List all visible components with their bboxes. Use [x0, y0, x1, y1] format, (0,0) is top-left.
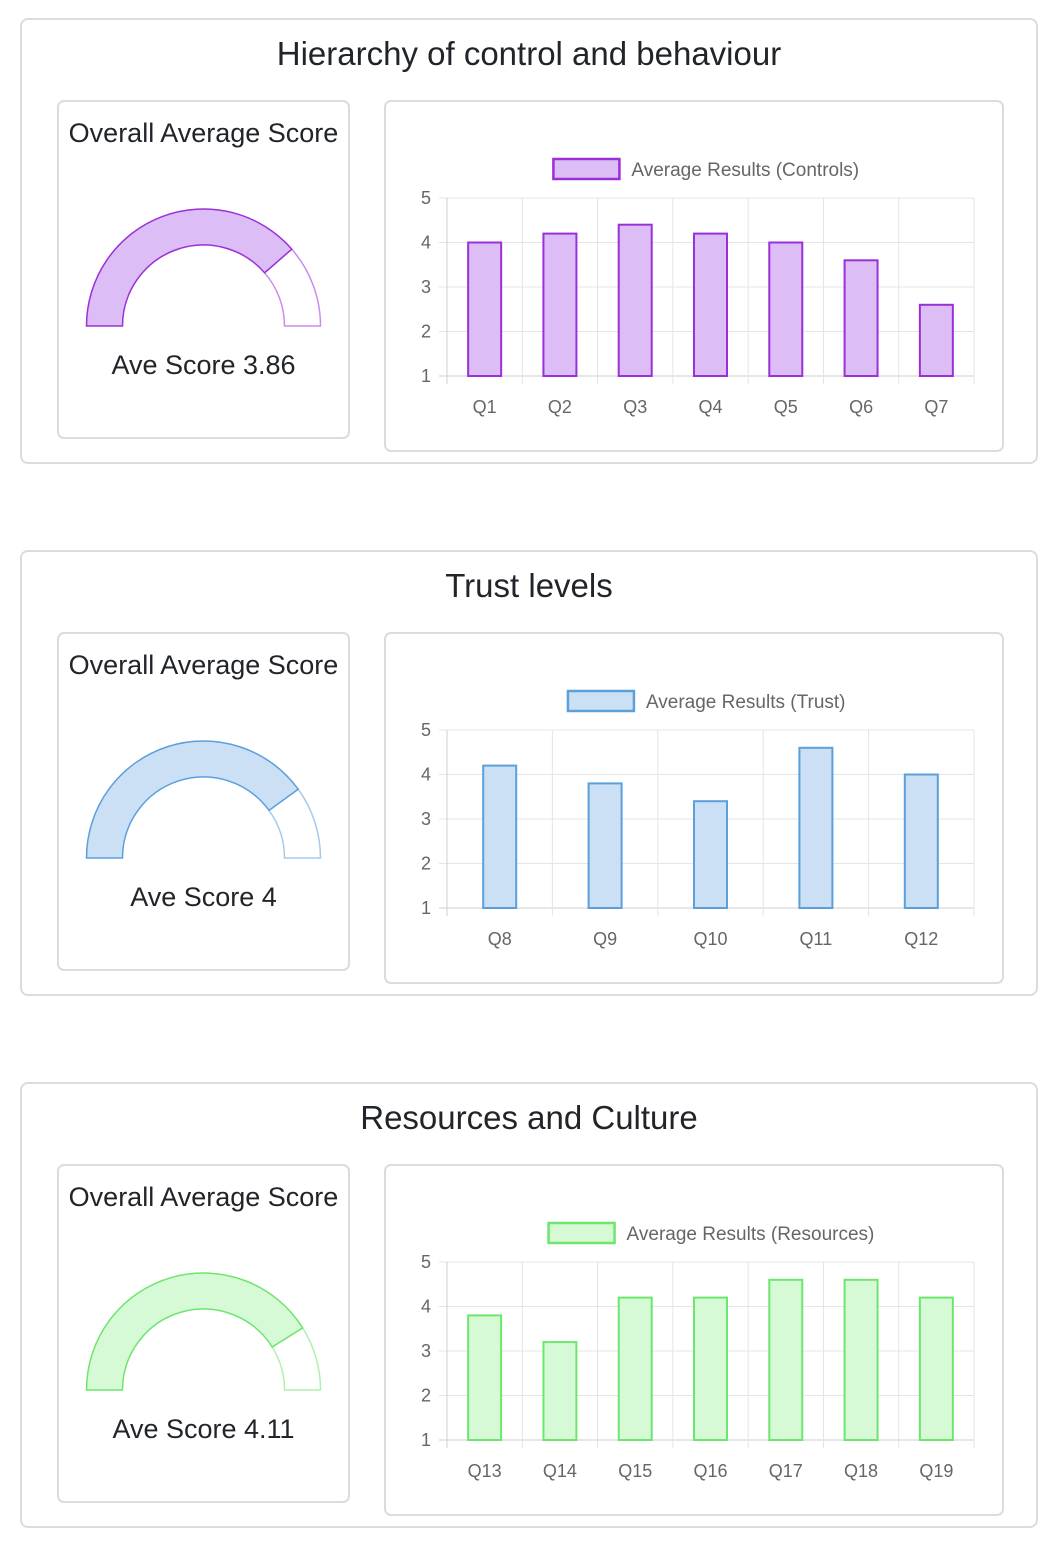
x-tick-label: Q9 — [593, 929, 617, 949]
legend-swatch — [547, 1221, 616, 1245]
x-tick-label: Q4 — [698, 397, 722, 417]
average-score-text: Ave Score 4.11 — [112, 1414, 295, 1444]
bar-chart: 1 2 3 4 5 Q8 Q9 Q10 Q11 Q12 Average Results (Trust… — [421, 689, 975, 949]
x-tick-label: Q11 — [800, 929, 833, 949]
x-tick-label: Q1 — [473, 397, 497, 417]
y-tick-label: 4 — [421, 1297, 431, 1317]
x-tick-label: Q5 — [774, 397, 798, 417]
legend-label: Average Results (Trust) — [646, 692, 846, 713]
y-tick-label: 2 — [421, 322, 431, 342]
x-tick-label: Q17 — [769, 1461, 803, 1481]
bar-q14 — [542, 1341, 578, 1442]
y-tick-label: 2 — [421, 1386, 431, 1406]
x-tick-label: Q15 — [618, 1461, 652, 1481]
score-gauge — [85, 1272, 322, 1391]
legend-swatch — [566, 689, 636, 713]
gauge-value-arc — [85, 1272, 304, 1391]
section-title: Trust levels — [445, 567, 613, 604]
section-title: Hierarchy of control and behaviour — [276, 35, 782, 72]
bar-chart: 1 2 3 4 5 Q1 Q2 Q3 Q4 Q5 Q6 Q7 Average Results (Cont… — [421, 157, 975, 417]
bar-q13 — [467, 1314, 503, 1441]
x-tick-label: Q14 — [543, 1461, 577, 1481]
x-tick-label: Q12 — [904, 929, 938, 949]
bar-q15 — [617, 1296, 653, 1441]
x-tick-label: Q7 — [924, 397, 948, 417]
gauge-remaining-arc — [267, 788, 322, 859]
bar-q11 — [798, 746, 834, 909]
section-hierarchy-of-control: Hierarchy of control and behaviour Overa… — [20, 18, 1038, 464]
overall-score-card: Overall Average Score Ave Score 3.86 — [57, 100, 350, 439]
gauge-value-arc — [85, 740, 300, 859]
x-tick-label: Q2 — [548, 397, 572, 417]
overall-score-label: Overall Average Score — [68, 118, 339, 148]
bar-q3 — [617, 223, 653, 377]
bar-chart-card: 1 2 3 4 5 Q1 Q2 Q3 Q4 Q5 Q6 Q7 Average Results (Cont… — [384, 100, 1004, 452]
y-tick-label: 1 — [421, 366, 431, 386]
gauge-value-arc — [85, 208, 293, 327]
bar-q7 — [918, 303, 954, 377]
y-tick-label: 2 — [421, 854, 431, 874]
section-trust-levels: Trust levels Overall Average Score Ave S… — [20, 550, 1038, 996]
overall-score-card: Overall Average Score Ave Score 4 — [57, 632, 350, 971]
bar-q17 — [768, 1278, 804, 1441]
bar-q12 — [903, 773, 939, 909]
average-score-text: Ave Score 4 — [130, 882, 277, 912]
bar-chart: 1 2 3 4 5 Q13 Q14 Q15 Q16 Q17 Q18 Q19 Average Result… — [421, 1221, 975, 1481]
x-tick-label: Q19 — [919, 1461, 953, 1481]
score-gauge — [85, 208, 322, 327]
y-tick-label: 1 — [421, 898, 431, 918]
y-tick-label: 4 — [421, 233, 431, 253]
overall-score-label: Overall Average Score — [68, 650, 339, 680]
bar-q16 — [693, 1296, 728, 1441]
bar-q8 — [482, 764, 518, 909]
x-tick-label: Q18 — [844, 1461, 878, 1481]
y-tick-label: 3 — [421, 277, 431, 297]
x-tick-label: Q8 — [488, 929, 512, 949]
section-resources-and-culture: Resources and Culture Overall Average Sc… — [20, 1082, 1038, 1528]
legend-label: Average Results (Controls) — [631, 160, 859, 181]
legend-label: Average Results (Resources) — [627, 1224, 875, 1245]
bar-chart-card: 1 2 3 4 5 Q13 Q14 Q15 Q16 Q17 Q18 Q19 Average Result… — [384, 1164, 1004, 1516]
x-tick-label: Q16 — [693, 1461, 727, 1481]
y-tick-label: 3 — [421, 809, 431, 829]
overall-score-card: Overall Average Score Ave Score 4.11 — [57, 1164, 350, 1503]
y-tick-label: 5 — [421, 1252, 431, 1272]
y-tick-label: 5 — [421, 188, 431, 208]
y-tick-label: 4 — [421, 765, 431, 785]
y-tick-label: 1 — [421, 1430, 431, 1450]
legend-swatch — [552, 157, 621, 181]
gauge-remaining-arc — [271, 1326, 322, 1391]
x-tick-label: Q6 — [849, 397, 873, 417]
bar-q6 — [843, 259, 879, 377]
x-tick-label: Q13 — [468, 1461, 502, 1481]
y-tick-label: 5 — [421, 720, 431, 740]
bar-chart-card: 1 2 3 4 5 Q8 Q9 Q10 Q11 Q12 Average Results (Trust… — [384, 632, 1004, 984]
y-tick-label: 3 — [421, 1341, 431, 1361]
bar-q18 — [843, 1278, 879, 1441]
bar-q4 — [693, 232, 728, 377]
bar-q5 — [768, 241, 804, 377]
section-title: Resources and Culture — [360, 1099, 698, 1136]
average-score-text: Ave Score 3.86 — [111, 350, 296, 380]
bar-q1 — [467, 241, 503, 377]
x-tick-label: Q3 — [623, 397, 647, 417]
score-gauge — [85, 740, 322, 859]
bar-q9 — [587, 782, 623, 909]
x-tick-label: Q10 — [693, 929, 727, 949]
bar-q2 — [542, 232, 578, 377]
bar-q19 — [918, 1296, 954, 1441]
bar-q10 — [693, 800, 728, 909]
overall-score-label: Overall Average Score — [68, 1182, 339, 1212]
gauge-remaining-arc — [263, 248, 322, 327]
